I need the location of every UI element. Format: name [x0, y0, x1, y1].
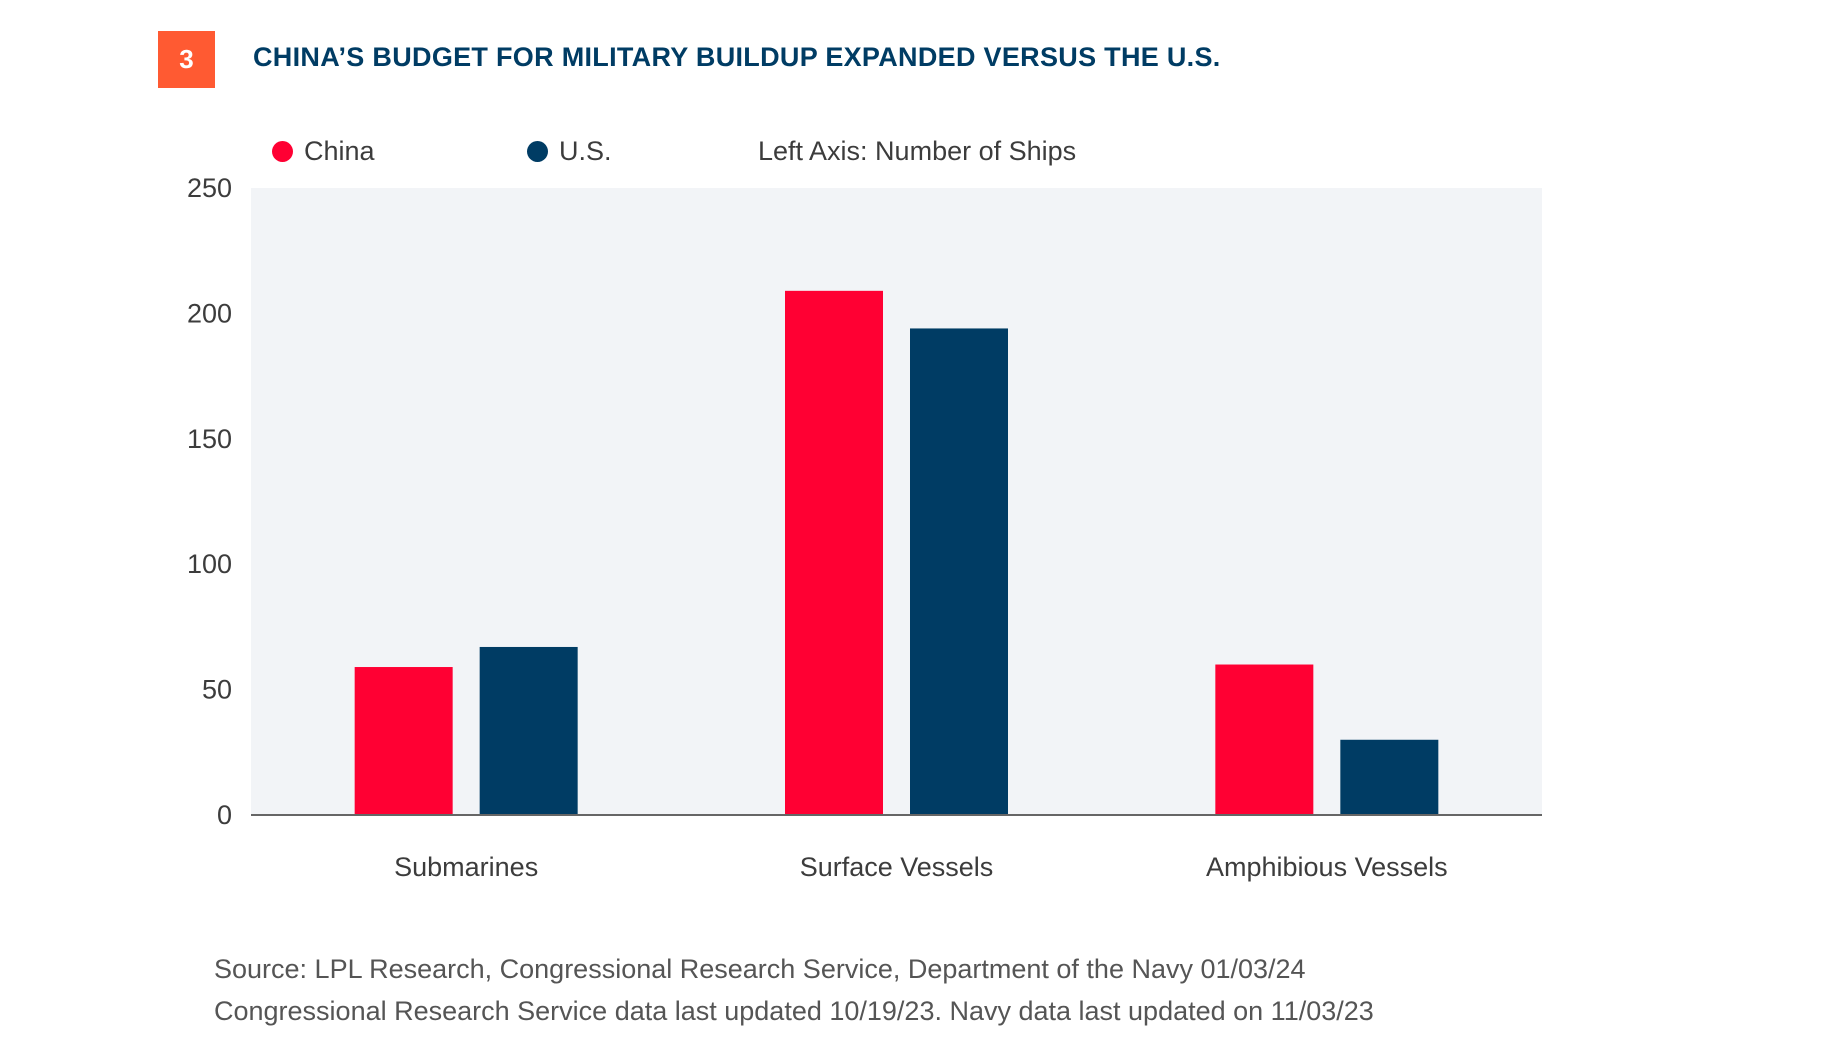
legend-item-us: U.S.	[527, 136, 612, 167]
y-tick-label: 150	[187, 424, 232, 454]
source-line-1: Source: LPL Research, Congressional Rese…	[214, 954, 1306, 984]
axis-note: Left Axis: Number of Ships	[758, 136, 1077, 166]
y-tick-label: 0	[217, 800, 232, 830]
chart-legend: China U.S. Left Axis: Number of Ships	[0, 136, 1824, 176]
bar-china-amphibious-vessels	[1215, 664, 1314, 815]
chart-number-badge: 3	[158, 31, 215, 88]
chart-title: CHINA’S BUDGET FOR MILITARY BUILDUP EXPA…	[253, 42, 1221, 72]
x-tick-label: Surface Vessels	[800, 852, 994, 882]
bar-china-surface-vessels	[785, 290, 883, 815]
legend-dot-china-icon	[272, 141, 293, 162]
y-tick-label: 100	[187, 549, 232, 579]
y-tick-label: 200	[187, 298, 232, 328]
badge-number: 3	[179, 44, 194, 74]
plot-area	[251, 188, 1542, 815]
legend-label-us: U.S.	[559, 136, 612, 166]
bar-us-submarines	[479, 646, 578, 815]
x-tick-label: Amphibious Vessels	[1206, 852, 1448, 882]
bar-china-submarines	[354, 667, 453, 815]
y-tick-label: 250	[187, 173, 232, 203]
bar-us-amphibious-vessels	[1340, 739, 1439, 815]
source-note: Source: LPL Research, Congressional Rese…	[214, 948, 1374, 1032]
y-tick-label: 50	[202, 675, 232, 705]
legend-label-china: China	[304, 136, 375, 166]
bar-us-surface-vessels	[910, 328, 1008, 815]
legend-dot-us-icon	[527, 141, 548, 162]
source-line-2: Congressional Research Service data last…	[214, 996, 1374, 1026]
legend-item-china: China	[272, 136, 375, 167]
x-tick-label: Submarines	[394, 852, 538, 882]
